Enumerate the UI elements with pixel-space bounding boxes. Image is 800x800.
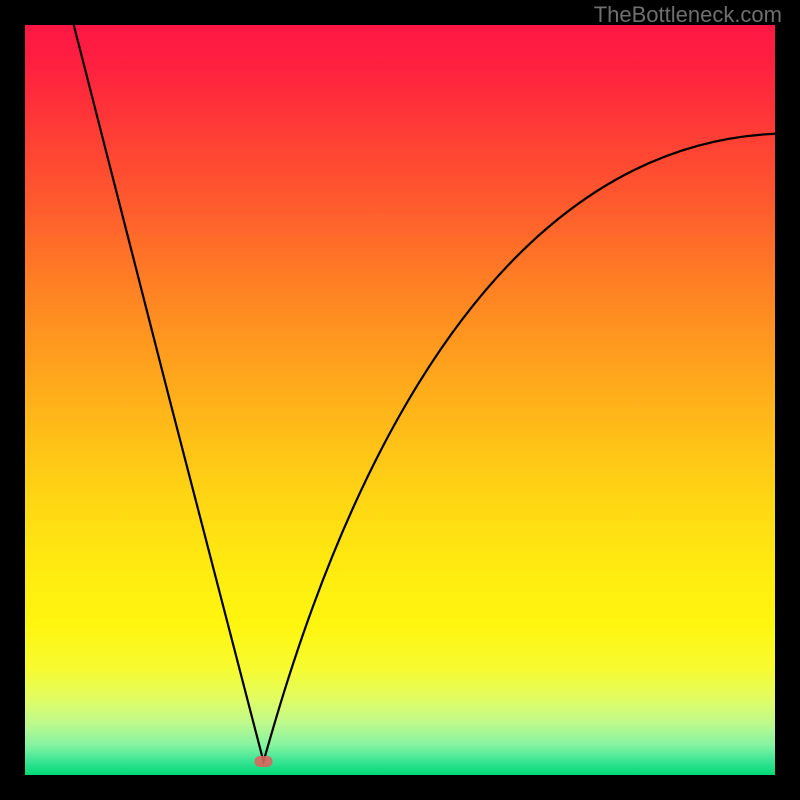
bottleneck-chart <box>0 0 800 800</box>
optimum-marker <box>255 756 273 767</box>
gradient-background <box>25 25 775 775</box>
chart-stage: TheBottleneck.com <box>0 0 800 800</box>
watermark-text: TheBottleneck.com <box>594 2 782 28</box>
